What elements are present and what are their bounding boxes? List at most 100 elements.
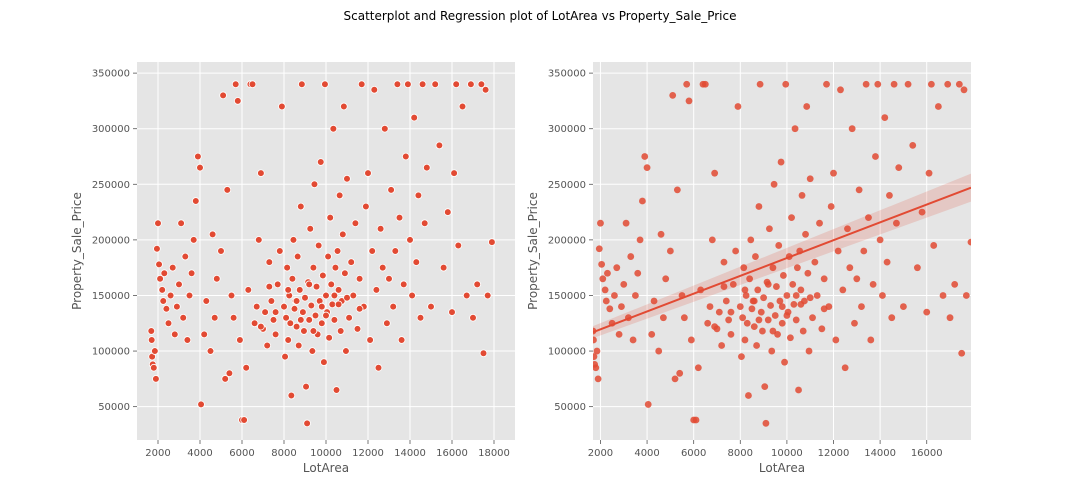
scatter-point <box>904 80 912 88</box>
scatter-point <box>327 280 336 289</box>
scatter-point <box>293 252 302 261</box>
scatter-point <box>294 341 303 350</box>
scatter-point <box>310 180 319 189</box>
scatter-point <box>488 238 496 246</box>
scatter-point <box>846 264 854 272</box>
scatter-point <box>155 260 163 269</box>
scatter-point <box>298 80 306 89</box>
scatter-point <box>345 313 353 322</box>
scatter-point <box>173 302 181 311</box>
points-group <box>147 80 496 428</box>
scatter-point <box>747 236 755 244</box>
scatter-point <box>820 275 828 283</box>
scatter-point <box>791 125 799 133</box>
scatter-point <box>397 336 406 344</box>
scatter-point <box>257 169 265 177</box>
scatter-point <box>741 336 749 344</box>
scatter-point <box>159 297 168 305</box>
scatter-point <box>755 316 763 324</box>
scatter-point <box>755 203 763 210</box>
y-tick-label: 300000 <box>92 124 130 135</box>
scatter-point <box>790 300 798 308</box>
scatter-point <box>739 314 747 322</box>
scatter-point <box>355 274 364 283</box>
scatter-point <box>593 347 601 355</box>
scatter-point <box>257 322 265 331</box>
scatter-point <box>930 242 938 249</box>
scatter-point <box>410 113 419 122</box>
scatter-point <box>332 386 341 394</box>
scatter-point <box>483 291 492 300</box>
y-tick-label: 350000 <box>548 69 586 80</box>
scatter-point <box>934 103 942 110</box>
scatter-point <box>452 80 461 89</box>
scatter-point <box>443 208 452 216</box>
scatter-point <box>687 336 695 344</box>
scatter-point <box>289 236 298 244</box>
scatter-point <box>231 80 240 89</box>
scatter-point <box>602 297 610 305</box>
scatter-point <box>806 175 814 183</box>
y-tick-label: 150000 <box>92 291 130 302</box>
x-tick-label: 4000 <box>187 448 212 459</box>
scatter-point <box>383 319 391 328</box>
scatter-point <box>254 236 263 244</box>
scatter-point <box>355 305 364 313</box>
x-tick-label: 16000 <box>911 448 943 459</box>
scatter-point <box>634 269 642 277</box>
x-tick-label: 12000 <box>818 448 850 459</box>
scatter-point <box>454 241 463 250</box>
scatter-point <box>320 358 328 366</box>
scatter-point <box>275 247 284 255</box>
scatter-point <box>263 341 272 350</box>
scatter-point <box>278 102 286 111</box>
scatter-point <box>805 347 813 355</box>
scatter-point <box>750 323 758 330</box>
scatter-point <box>756 80 764 88</box>
scatter-point <box>305 316 314 324</box>
scatter-point <box>166 291 175 300</box>
scatter-point <box>594 375 602 383</box>
scatter-point <box>761 383 769 391</box>
scatter-point <box>331 263 340 272</box>
scatter-point <box>404 80 412 89</box>
scatter-point <box>334 300 343 309</box>
scatter-point <box>292 322 301 331</box>
scatter-point <box>401 152 410 161</box>
scatter-point <box>722 297 730 305</box>
scatter-point <box>841 364 849 372</box>
scatter-point <box>395 213 404 222</box>
y-tick-label: 300000 <box>548 124 586 135</box>
scatter-point <box>925 169 933 177</box>
scatter-point <box>757 308 765 316</box>
scatter-point <box>803 103 811 110</box>
scatter-point <box>306 224 315 233</box>
scatter-point <box>372 286 381 294</box>
scatter-point <box>292 297 301 305</box>
scatter-point <box>450 169 458 177</box>
x-tick-label: 18000 <box>478 448 510 459</box>
scatter-point <box>271 308 280 316</box>
scatter-point <box>267 297 276 305</box>
scatter-point <box>613 264 621 272</box>
scatter-point <box>764 316 772 324</box>
scatter-point <box>265 258 274 266</box>
scatter-point <box>179 313 188 322</box>
scatter-point <box>799 327 807 335</box>
scatter-point <box>879 292 886 299</box>
scatter-point <box>296 202 305 211</box>
scatter-point <box>269 316 278 324</box>
scatter-point <box>414 191 423 200</box>
scatter-point <box>727 308 735 316</box>
scatter-point <box>955 80 963 88</box>
scatter-point <box>418 80 427 89</box>
scatter-point <box>683 80 691 88</box>
scatter-point <box>309 327 318 335</box>
scatter-point <box>353 325 362 333</box>
scatter-point <box>766 225 773 233</box>
x-tick-label: 14000 <box>394 448 426 459</box>
scatter-point <box>615 330 623 338</box>
scatter-point <box>775 242 783 249</box>
scatter-point <box>334 286 343 294</box>
